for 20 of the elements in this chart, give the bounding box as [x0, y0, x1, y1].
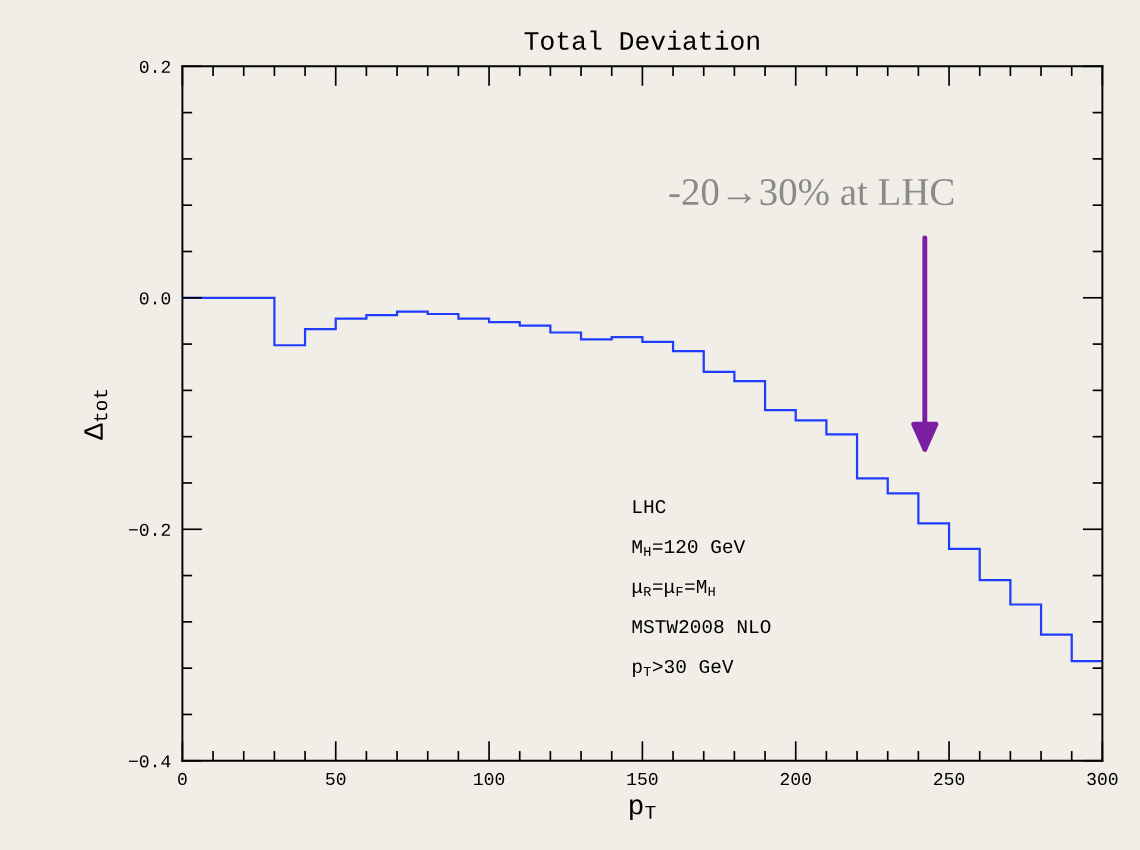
annotation: -20→30% at LHC [669, 178, 954, 206]
x-tick-label: 100 [474, 772, 505, 786]
chart-title: Total Deviation [524, 30, 759, 50]
annotation: LHC [633, 499, 666, 514]
y-tick-label: 0.0 [139, 292, 171, 305]
annotation: M$_{H}$=120 GeV [632, 539, 746, 557]
annotation: μ$_{R}$=μ$_{F}$=M$_{H}$ [632, 580, 715, 597]
x-tick-label: 50 [326, 772, 346, 786]
annotation: p$_{T}$>30 GeV [633, 659, 734, 677]
x-tick-label: 300 [1087, 772, 1118, 786]
y-axis-title: Δ$_{tot}$ [84, 390, 108, 440]
y-tick-label: 0.2 [139, 60, 171, 74]
x-tick-label: 150 [627, 772, 658, 786]
x-tick-label: 0 [178, 772, 187, 786]
y-tick-label: −0.4 [128, 755, 171, 768]
x-tick-label: 250 [934, 772, 965, 786]
y-tick-label: −0.2 [128, 523, 171, 536]
annotation: MSTW2008 NLO [632, 619, 771, 634]
x-axis-title: p$_{T}$ [630, 799, 656, 821]
x-tick-label: 200 [780, 772, 811, 786]
